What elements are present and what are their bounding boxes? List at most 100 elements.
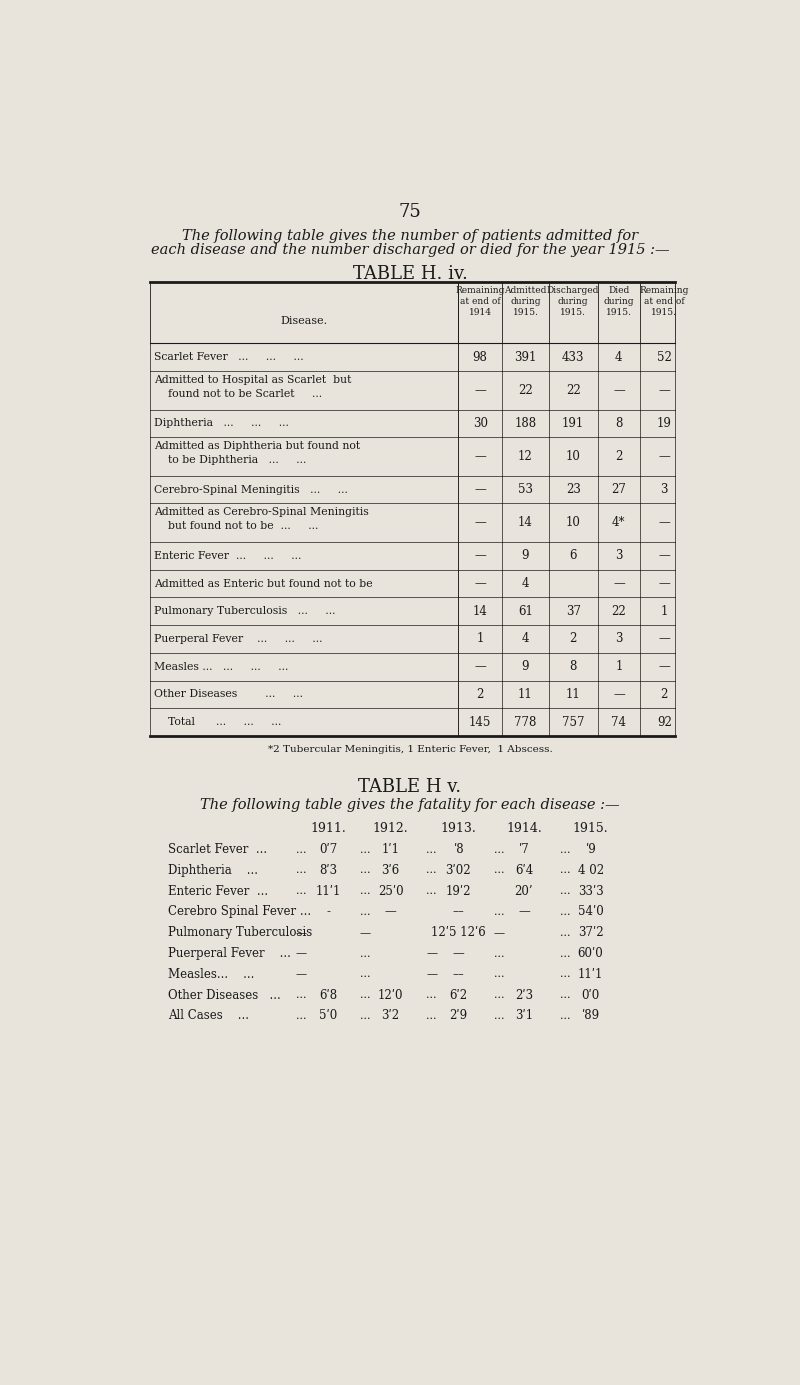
Text: ––: –– bbox=[452, 968, 464, 981]
Text: 3ʹ6: 3ʹ6 bbox=[382, 864, 400, 877]
Text: Admitted
during
1915.: Admitted during 1915. bbox=[504, 285, 546, 317]
Text: 92: 92 bbox=[657, 716, 672, 729]
Text: ...: ... bbox=[494, 990, 504, 1000]
Text: Puerperal Fever    ...     ...     ...: Puerperal Fever ... ... ... bbox=[154, 634, 322, 644]
Text: 2ʹ3: 2ʹ3 bbox=[515, 989, 533, 1001]
Text: Remaining
at end of
1915.: Remaining at end of 1915. bbox=[639, 285, 689, 317]
Text: ʹ8: ʹ8 bbox=[453, 843, 463, 856]
Text: Other Diseases        ...     ...: Other Diseases ... ... bbox=[154, 690, 303, 699]
Text: 98: 98 bbox=[473, 350, 487, 364]
Text: ...: ... bbox=[360, 949, 370, 958]
Text: 2: 2 bbox=[615, 450, 622, 463]
Text: Other Diseases   ...: Other Diseases ... bbox=[168, 989, 281, 1001]
Text: —: — bbox=[658, 633, 670, 645]
Text: 1915.: 1915. bbox=[573, 823, 608, 835]
Text: 2ʹ9: 2ʹ9 bbox=[449, 1010, 467, 1022]
Text: ...: ... bbox=[494, 969, 504, 979]
Text: —: — bbox=[474, 384, 486, 396]
Text: ...: ... bbox=[360, 1011, 370, 1021]
Text: 778: 778 bbox=[514, 716, 537, 729]
Text: —: — bbox=[658, 578, 670, 590]
Text: 5ʹ0: 5ʹ0 bbox=[319, 1010, 338, 1022]
Text: 3ʹ02: 3ʹ02 bbox=[446, 864, 471, 877]
Text: ...: ... bbox=[560, 949, 570, 958]
Text: 3: 3 bbox=[615, 633, 622, 645]
Text: 12: 12 bbox=[518, 450, 533, 463]
Text: 2: 2 bbox=[477, 688, 484, 701]
Text: ...: ... bbox=[560, 928, 570, 938]
Text: —: — bbox=[426, 969, 438, 979]
Text: —: — bbox=[658, 384, 670, 396]
Text: ...: ... bbox=[426, 886, 437, 896]
Text: 8ʹ3: 8ʹ3 bbox=[319, 864, 338, 877]
Text: ...: ... bbox=[360, 990, 370, 1000]
Text: 433: 433 bbox=[562, 350, 584, 364]
Text: —: — bbox=[518, 906, 530, 918]
Text: ...: ... bbox=[560, 886, 570, 896]
Text: 6ʹ8: 6ʹ8 bbox=[319, 989, 338, 1001]
Text: ...: ... bbox=[296, 1011, 306, 1021]
Text: 1: 1 bbox=[661, 605, 668, 618]
Text: Scarlet Fever   ...     ...     ...: Scarlet Fever ... ... ... bbox=[154, 352, 304, 361]
Text: Discharged
during
1915.: Discharged during 1915. bbox=[547, 285, 599, 317]
Text: *2 Tubercular Meningitis, 1 Enteric Fever,  1 Abscess.: *2 Tubercular Meningitis, 1 Enteric Feve… bbox=[268, 745, 552, 755]
Text: 14: 14 bbox=[473, 605, 487, 618]
Text: ...: ... bbox=[560, 866, 570, 875]
Text: 53: 53 bbox=[518, 483, 533, 496]
Text: 1ʹ1: 1ʹ1 bbox=[382, 843, 400, 856]
Text: ...: ... bbox=[296, 866, 306, 875]
Text: All Cases    ...: All Cases ... bbox=[168, 1010, 250, 1022]
Text: Cerebro-Spinal Meningitis   ...     ...: Cerebro-Spinal Meningitis ... ... bbox=[154, 485, 348, 494]
Text: 11ʹ1: 11ʹ1 bbox=[316, 885, 342, 897]
Text: ʹ9: ʹ9 bbox=[586, 843, 596, 856]
Text: ...: ... bbox=[560, 969, 570, 979]
Text: 10: 10 bbox=[566, 517, 581, 529]
Text: ...: ... bbox=[360, 866, 370, 875]
Text: ––: –– bbox=[452, 906, 464, 918]
Text: 10: 10 bbox=[566, 450, 581, 463]
Text: 3ʹ1: 3ʹ1 bbox=[515, 1010, 533, 1022]
Text: ...: ... bbox=[426, 845, 437, 855]
Text: 0ʹ0: 0ʹ0 bbox=[582, 989, 600, 1001]
Text: —: — bbox=[296, 949, 307, 958]
Text: 1911.: 1911. bbox=[310, 823, 346, 835]
Text: 33ʹ3: 33ʹ3 bbox=[578, 885, 603, 897]
Text: —: — bbox=[658, 517, 670, 529]
Text: 6ʹ2: 6ʹ2 bbox=[449, 989, 467, 1001]
Text: 6: 6 bbox=[570, 550, 577, 562]
Text: ...: ... bbox=[560, 845, 570, 855]
Text: 11: 11 bbox=[566, 688, 581, 701]
Text: ...: ... bbox=[494, 907, 504, 917]
Text: Pulmonary Tuberculosis: Pulmonary Tuberculosis bbox=[168, 927, 313, 939]
Text: ...: ... bbox=[426, 866, 437, 875]
Text: Disease.: Disease. bbox=[281, 316, 328, 327]
Text: 22: 22 bbox=[566, 384, 581, 396]
Text: ...: ... bbox=[360, 886, 370, 896]
Text: —: — bbox=[658, 550, 670, 562]
Text: 37ʹ2: 37ʹ2 bbox=[578, 927, 603, 939]
Text: Diphtheria   ...     ...     ...: Diphtheria ... ... ... bbox=[154, 418, 289, 428]
Text: Measles...    ...: Measles... ... bbox=[168, 968, 254, 981]
Text: 22: 22 bbox=[518, 384, 533, 396]
Text: Enteric Fever  ...: Enteric Fever ... bbox=[168, 885, 268, 897]
Text: —: — bbox=[426, 949, 438, 958]
Text: 19: 19 bbox=[657, 417, 672, 429]
Text: 3: 3 bbox=[661, 483, 668, 496]
Text: 12ʹ5 12ʹ6: 12ʹ5 12ʹ6 bbox=[430, 927, 486, 939]
Text: ʹ7: ʹ7 bbox=[518, 843, 530, 856]
Text: 37: 37 bbox=[566, 605, 581, 618]
Text: 1913.: 1913. bbox=[440, 823, 476, 835]
Text: ...: ... bbox=[360, 845, 370, 855]
Text: —: — bbox=[658, 661, 670, 673]
Text: 14: 14 bbox=[518, 517, 533, 529]
Text: 0ʹ7: 0ʹ7 bbox=[319, 843, 338, 856]
Text: ...: ... bbox=[494, 949, 504, 958]
Text: —: — bbox=[452, 947, 464, 960]
Text: 61: 61 bbox=[518, 605, 533, 618]
Text: TABLE H. iv.: TABLE H. iv. bbox=[353, 265, 467, 283]
Text: 2: 2 bbox=[570, 633, 577, 645]
Text: 1912.: 1912. bbox=[373, 823, 409, 835]
Text: Pulmonary Tuberculosis   ...     ...: Pulmonary Tuberculosis ... ... bbox=[154, 607, 336, 616]
Text: 4: 4 bbox=[615, 350, 622, 364]
Text: 4: 4 bbox=[522, 633, 530, 645]
